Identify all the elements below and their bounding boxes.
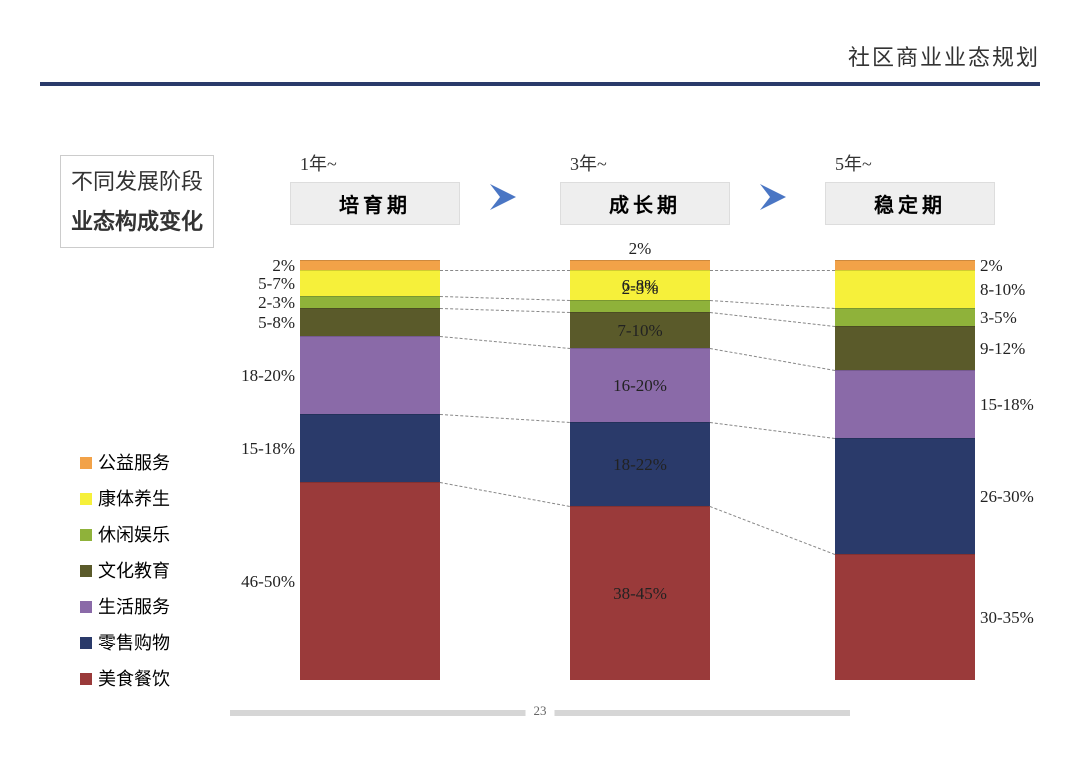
segment-label: 30-35% xyxy=(980,608,1034,628)
bar-1: 2%5-7%2-3%5-8%18-20%15-18%46-50% xyxy=(300,260,440,680)
stage-2: 3年~ 成长期 xyxy=(560,150,730,225)
connector-line xyxy=(440,270,570,271)
bar-segment: 15-18% xyxy=(835,370,975,438)
segment-label: 15-18% xyxy=(241,439,295,459)
connector-line xyxy=(440,482,570,507)
arrow-icon xyxy=(760,184,786,210)
legend: 公益服务康体养生休闲娱乐文化教育生活服务零售购物美食餐饮 xyxy=(80,445,170,697)
legend-swatch xyxy=(80,601,92,613)
connector-line xyxy=(710,506,835,555)
bar-segment: 2-3% xyxy=(570,300,710,312)
segment-label: 46-50% xyxy=(241,572,295,592)
bar-2: 2%6-8%2-3%7-10%16-20%18-22%38-45% xyxy=(570,260,710,680)
legend-swatch xyxy=(80,493,92,505)
segment-label: 38-45% xyxy=(613,584,667,604)
legend-swatch xyxy=(80,565,92,577)
bar-segment: 46-50% xyxy=(300,482,440,680)
legend-label: 美食餐饮 xyxy=(98,661,170,697)
segment-label: 7-10% xyxy=(617,321,662,341)
connector-line xyxy=(440,414,570,423)
bar-segment: 5-7% xyxy=(300,270,440,296)
legend-swatch xyxy=(80,673,92,685)
connector-line xyxy=(710,348,835,371)
connector-line xyxy=(440,296,570,301)
legend-swatch xyxy=(80,457,92,469)
bar-segment: 9-12% xyxy=(835,326,975,370)
stage-year: 1年~ xyxy=(300,150,460,176)
stage-name: 培育期 xyxy=(290,182,460,225)
bar-segment: 18-22% xyxy=(570,422,710,506)
bar-segment: 15-18% xyxy=(300,414,440,482)
legend-item: 休闲娱乐 xyxy=(80,517,170,553)
connector-line xyxy=(710,300,835,309)
connector-line xyxy=(440,336,570,349)
segment-label: 15-18% xyxy=(980,395,1034,415)
legend-label: 康体养生 xyxy=(98,481,170,517)
connector-line xyxy=(710,270,835,271)
segment-label: 26-30% xyxy=(980,487,1034,507)
bar-segment: 30-35% xyxy=(835,554,975,680)
legend-item: 零售购物 xyxy=(80,625,170,661)
bar-segment: 2% xyxy=(835,260,975,270)
legend-item: 康体养生 xyxy=(80,481,170,517)
segment-label: 2% xyxy=(629,239,652,259)
bar-segment: 16-20% xyxy=(570,348,710,422)
legend-swatch xyxy=(80,529,92,541)
page-number: 23 xyxy=(526,703,555,719)
bar-segment: 7-10% xyxy=(570,312,710,348)
bar-segment: 2% xyxy=(570,260,710,270)
segment-label: 9-12% xyxy=(980,339,1025,359)
segment-label: 8-10% xyxy=(980,280,1025,300)
bar-segment: 8-10% xyxy=(835,270,975,308)
bar-3: 2%8-10%3-5%9-12%15-18%26-30%30-35% xyxy=(835,260,975,680)
legend-label: 零售购物 xyxy=(98,625,170,661)
segment-label: 2-3% xyxy=(258,293,295,313)
legend-item: 公益服务 xyxy=(80,445,170,481)
stacked-bar-chart: 2%5-7%2-3%5-8%18-20%15-18%46-50%2%6-8%2-… xyxy=(280,260,1060,680)
segment-label: 2% xyxy=(980,256,1003,276)
bar-segment: 2% xyxy=(300,260,440,270)
stage-1: 1年~ 培育期 xyxy=(290,150,460,225)
segment-label: 18-20% xyxy=(241,366,295,386)
bar-segment: 38-45% xyxy=(570,506,710,680)
stage-3: 5年~ 稳定期 xyxy=(825,150,995,225)
bar-segment: 18-20% xyxy=(300,336,440,414)
legend-label: 文化教育 xyxy=(98,553,170,589)
legend-label: 生活服务 xyxy=(98,589,170,625)
stage-year: 5年~ xyxy=(835,150,995,176)
arrow-icon xyxy=(490,184,516,210)
legend-swatch xyxy=(80,637,92,649)
segment-label: 16-20% xyxy=(613,376,667,396)
chart-title-line2: 业态构成变化 xyxy=(71,202,203,242)
stage-row: 1年~培育期3年~成长期5年~稳定期 xyxy=(280,150,1060,210)
chart-title-box: 不同发展阶段 业态构成变化 xyxy=(60,155,214,248)
segment-label: 2-3% xyxy=(622,279,659,299)
segment-label: 18-22% xyxy=(613,455,667,475)
segment-label: 2% xyxy=(272,256,295,276)
connector-line xyxy=(710,312,835,327)
chart-title-line1: 不同发展阶段 xyxy=(71,162,203,202)
segment-label: 5-7% xyxy=(258,274,295,294)
bar-segment: 26-30% xyxy=(835,438,975,554)
connector-line xyxy=(710,422,835,439)
legend-item: 美食餐饮 xyxy=(80,661,170,697)
bar-segment: 5-8% xyxy=(300,308,440,336)
bar-segment: 2-3% xyxy=(300,296,440,308)
legend-label: 休闲娱乐 xyxy=(98,517,170,553)
header-divider xyxy=(40,82,1040,86)
connector-line xyxy=(440,308,570,313)
bar-segment: 3-5% xyxy=(835,308,975,326)
segment-label: 5-8% xyxy=(258,313,295,333)
legend-label: 公益服务 xyxy=(98,445,170,481)
segment-label: 3-5% xyxy=(980,308,1017,328)
page-title: 社区商业业态规划 xyxy=(848,40,1040,72)
stage-name: 稳定期 xyxy=(825,182,995,225)
stage-year: 3年~ xyxy=(570,150,730,176)
legend-item: 生活服务 xyxy=(80,589,170,625)
stage-name: 成长期 xyxy=(560,182,730,225)
legend-item: 文化教育 xyxy=(80,553,170,589)
